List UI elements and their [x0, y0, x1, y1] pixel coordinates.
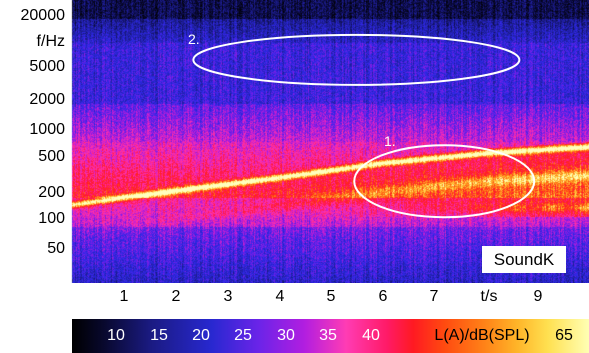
- colorbar-tick-15: 15: [150, 327, 168, 344]
- colorbar-tick-10: 10: [107, 327, 125, 344]
- annotation-1-label: 1.: [384, 133, 396, 149]
- y-tick-500: 500: [38, 148, 65, 165]
- x-tick-2: 2: [171, 288, 181, 305]
- annotation-2-label: 2.: [188, 31, 200, 47]
- y-tick-100: 100: [38, 210, 65, 227]
- x-tick-6: 6: [378, 288, 388, 305]
- y-tick-200: 200: [38, 184, 65, 201]
- x-tick-9: 9: [533, 288, 543, 305]
- colorbar-tick-25: 25: [234, 327, 252, 344]
- colorbar: 10 15 20 25 30 35 40 L(A)/dB(SPL) 65: [72, 319, 589, 353]
- y-tick-50: 50: [47, 240, 65, 257]
- colorbar-label: L(A)/dB(SPL): [434, 327, 530, 344]
- colorbar-tick-35: 35: [319, 327, 337, 344]
- soundk-watermark: SoundK: [482, 246, 566, 273]
- x-tick-1: 1: [119, 288, 129, 305]
- annotation-ellipse-2: [192, 33, 521, 86]
- y-axis-label: f/Hz: [36, 33, 65, 50]
- y-tick-5000: 5000: [29, 58, 65, 75]
- x-tick-4: 4: [275, 288, 285, 305]
- colorbar-tick-65: 65: [555, 327, 573, 344]
- y-tick-1000: 1000: [29, 121, 65, 138]
- x-axis-label: t/s: [480, 288, 498, 305]
- colorbar-tick-30: 30: [277, 327, 295, 344]
- spectrogram-plot: [0, 0, 589, 283]
- x-tick-5: 5: [326, 288, 336, 305]
- y-tick-20000: 20000: [20, 7, 66, 24]
- annotation-ellipse-1: [353, 144, 536, 219]
- colorbar-tick-20: 20: [192, 327, 210, 344]
- colorbar-tick-40: 40: [362, 327, 380, 344]
- x-tick-7: 7: [429, 288, 439, 305]
- annotation-overlay: [0, 0, 589, 283]
- x-tick-3: 3: [223, 288, 233, 305]
- y-tick-2000: 2000: [29, 91, 65, 108]
